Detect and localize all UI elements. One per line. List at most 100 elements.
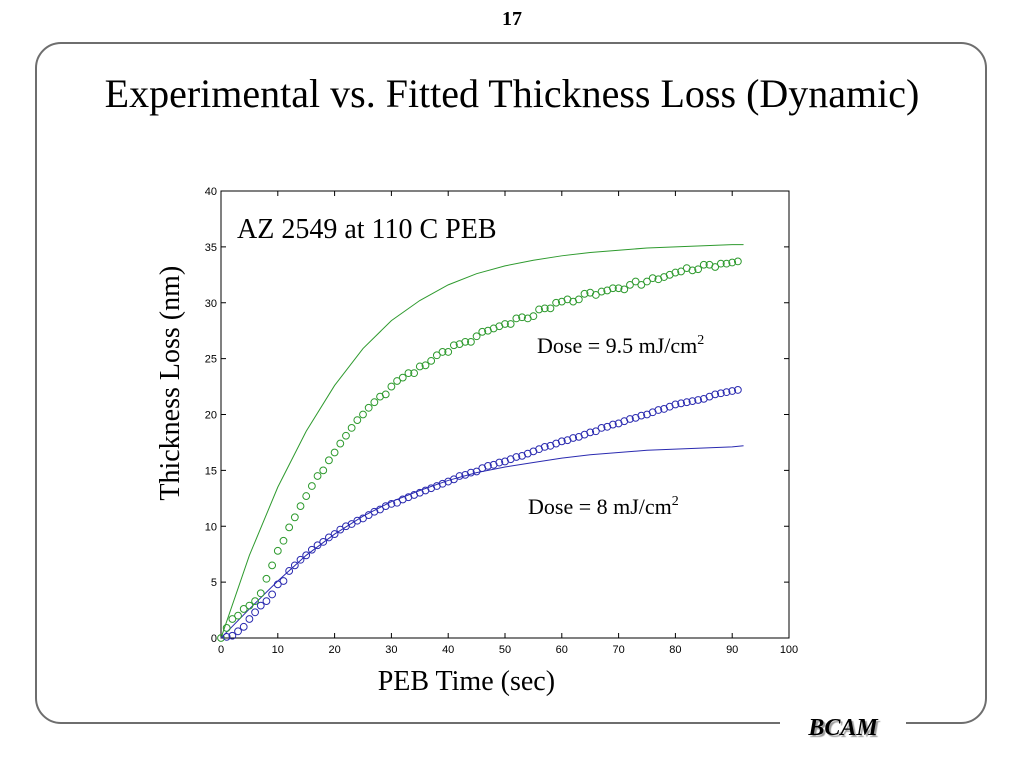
data-point-high <box>359 410 367 419</box>
y-tick-label: 35 <box>205 242 217 254</box>
data-point-high <box>370 398 379 407</box>
y-tick-label: 20 <box>205 410 217 422</box>
data-point-low <box>591 427 600 436</box>
y-tick-label: 25 <box>205 354 217 366</box>
data-point-high <box>733 257 742 266</box>
data-point-high <box>461 337 470 346</box>
data-point-low <box>359 514 367 523</box>
data-point-high <box>222 624 231 632</box>
data-point-low <box>586 428 595 437</box>
x-tick-label: 80 <box>669 644 681 656</box>
data-point-low <box>279 577 288 585</box>
data-point-high <box>467 337 475 346</box>
data-point-high <box>330 448 339 457</box>
data-point-low <box>290 561 299 570</box>
data-point-high <box>643 277 651 286</box>
data-point-high <box>512 314 521 323</box>
data-point-high <box>694 265 703 274</box>
data-point-low <box>313 541 322 550</box>
data-point-low <box>728 387 737 395</box>
data-point-high <box>609 284 617 293</box>
data-point-low <box>484 462 492 470</box>
data-point-low <box>245 615 254 623</box>
data-point-low <box>722 388 731 397</box>
x-tick-label: 90 <box>726 644 738 656</box>
data-point-high <box>296 502 305 511</box>
data-point-high <box>245 601 254 610</box>
data-point-low <box>364 511 373 519</box>
data-point-low <box>228 631 237 640</box>
x-tick-label: 50 <box>499 644 511 656</box>
data-point-low <box>569 434 578 442</box>
data-point-low <box>222 632 231 641</box>
y-tick-label: 15 <box>205 465 217 477</box>
x-tick-label: 20 <box>328 644 340 656</box>
data-point-high <box>347 424 356 432</box>
data-point-high <box>342 431 350 440</box>
data-point-high <box>217 634 225 642</box>
annotation-high-dose: Dose = 9.5 mJ/cm2 <box>537 333 704 358</box>
data-point-low <box>234 627 242 636</box>
data-point-high <box>444 348 453 356</box>
data-point-low <box>376 505 384 514</box>
data-point-high <box>381 390 390 399</box>
data-point-low <box>239 622 248 631</box>
data-point-low <box>557 437 566 446</box>
x-tick-label: 0 <box>218 644 224 656</box>
data-point-high <box>671 268 680 277</box>
data-point-high <box>711 263 720 271</box>
data-point-low <box>251 608 259 617</box>
y-tick-label: 5 <box>211 577 217 589</box>
data-point-high <box>478 327 487 336</box>
data-point-high <box>421 361 430 370</box>
data-point-high <box>273 546 282 555</box>
data-point-high <box>552 298 561 307</box>
plot-area <box>220 190 790 639</box>
page-number: 17 <box>502 8 522 30</box>
data-point-high <box>472 332 481 341</box>
data-point-low <box>671 400 680 409</box>
data-point-high <box>398 373 407 382</box>
data-point-high <box>325 456 333 465</box>
data-point-low <box>393 498 401 507</box>
data-point-high <box>285 523 294 532</box>
data-point-low <box>302 551 311 560</box>
data-point-low <box>449 475 458 484</box>
data-point-high <box>336 439 345 448</box>
y-tick-label: 40 <box>205 186 217 198</box>
data-point-high <box>353 416 362 424</box>
data-point-high <box>574 295 583 304</box>
data-point-high <box>449 341 458 350</box>
data-point-high <box>688 266 697 275</box>
data-point-low <box>682 398 691 407</box>
data-point-low <box>597 424 606 432</box>
data-point-high <box>410 369 419 378</box>
annotation-high-dose-text: Dose = 9.5 mJ/cm <box>537 333 697 358</box>
data-point-low <box>319 537 328 546</box>
data-point-low <box>347 520 356 528</box>
data-point-low <box>455 472 464 480</box>
data-point-high <box>540 304 549 313</box>
fit-curve-low <box>220 445 744 639</box>
data-point-low <box>472 467 481 476</box>
data-point-low <box>540 443 549 451</box>
data-point-low <box>273 580 282 589</box>
data-point-low <box>688 397 697 405</box>
data-point-high <box>728 258 737 267</box>
data-point-high <box>256 589 265 598</box>
data-point-low <box>637 411 646 420</box>
data-point-high <box>535 305 543 314</box>
data-point-high <box>648 274 657 283</box>
data-point-low <box>467 468 475 477</box>
data-point-low <box>296 555 305 564</box>
data-point-high <box>313 472 322 480</box>
annotation-low-dose: Dose = 8 mJ/cm2 <box>528 494 679 519</box>
data-point-high <box>699 260 708 269</box>
annotation-high-dose-sup: 2 <box>697 333 704 348</box>
data-point-high <box>432 351 441 360</box>
data-point-low <box>268 590 277 599</box>
data-point-high <box>404 369 413 378</box>
experimental-markers <box>217 257 742 642</box>
data-point-high <box>506 320 515 328</box>
data-point-high <box>262 574 271 583</box>
